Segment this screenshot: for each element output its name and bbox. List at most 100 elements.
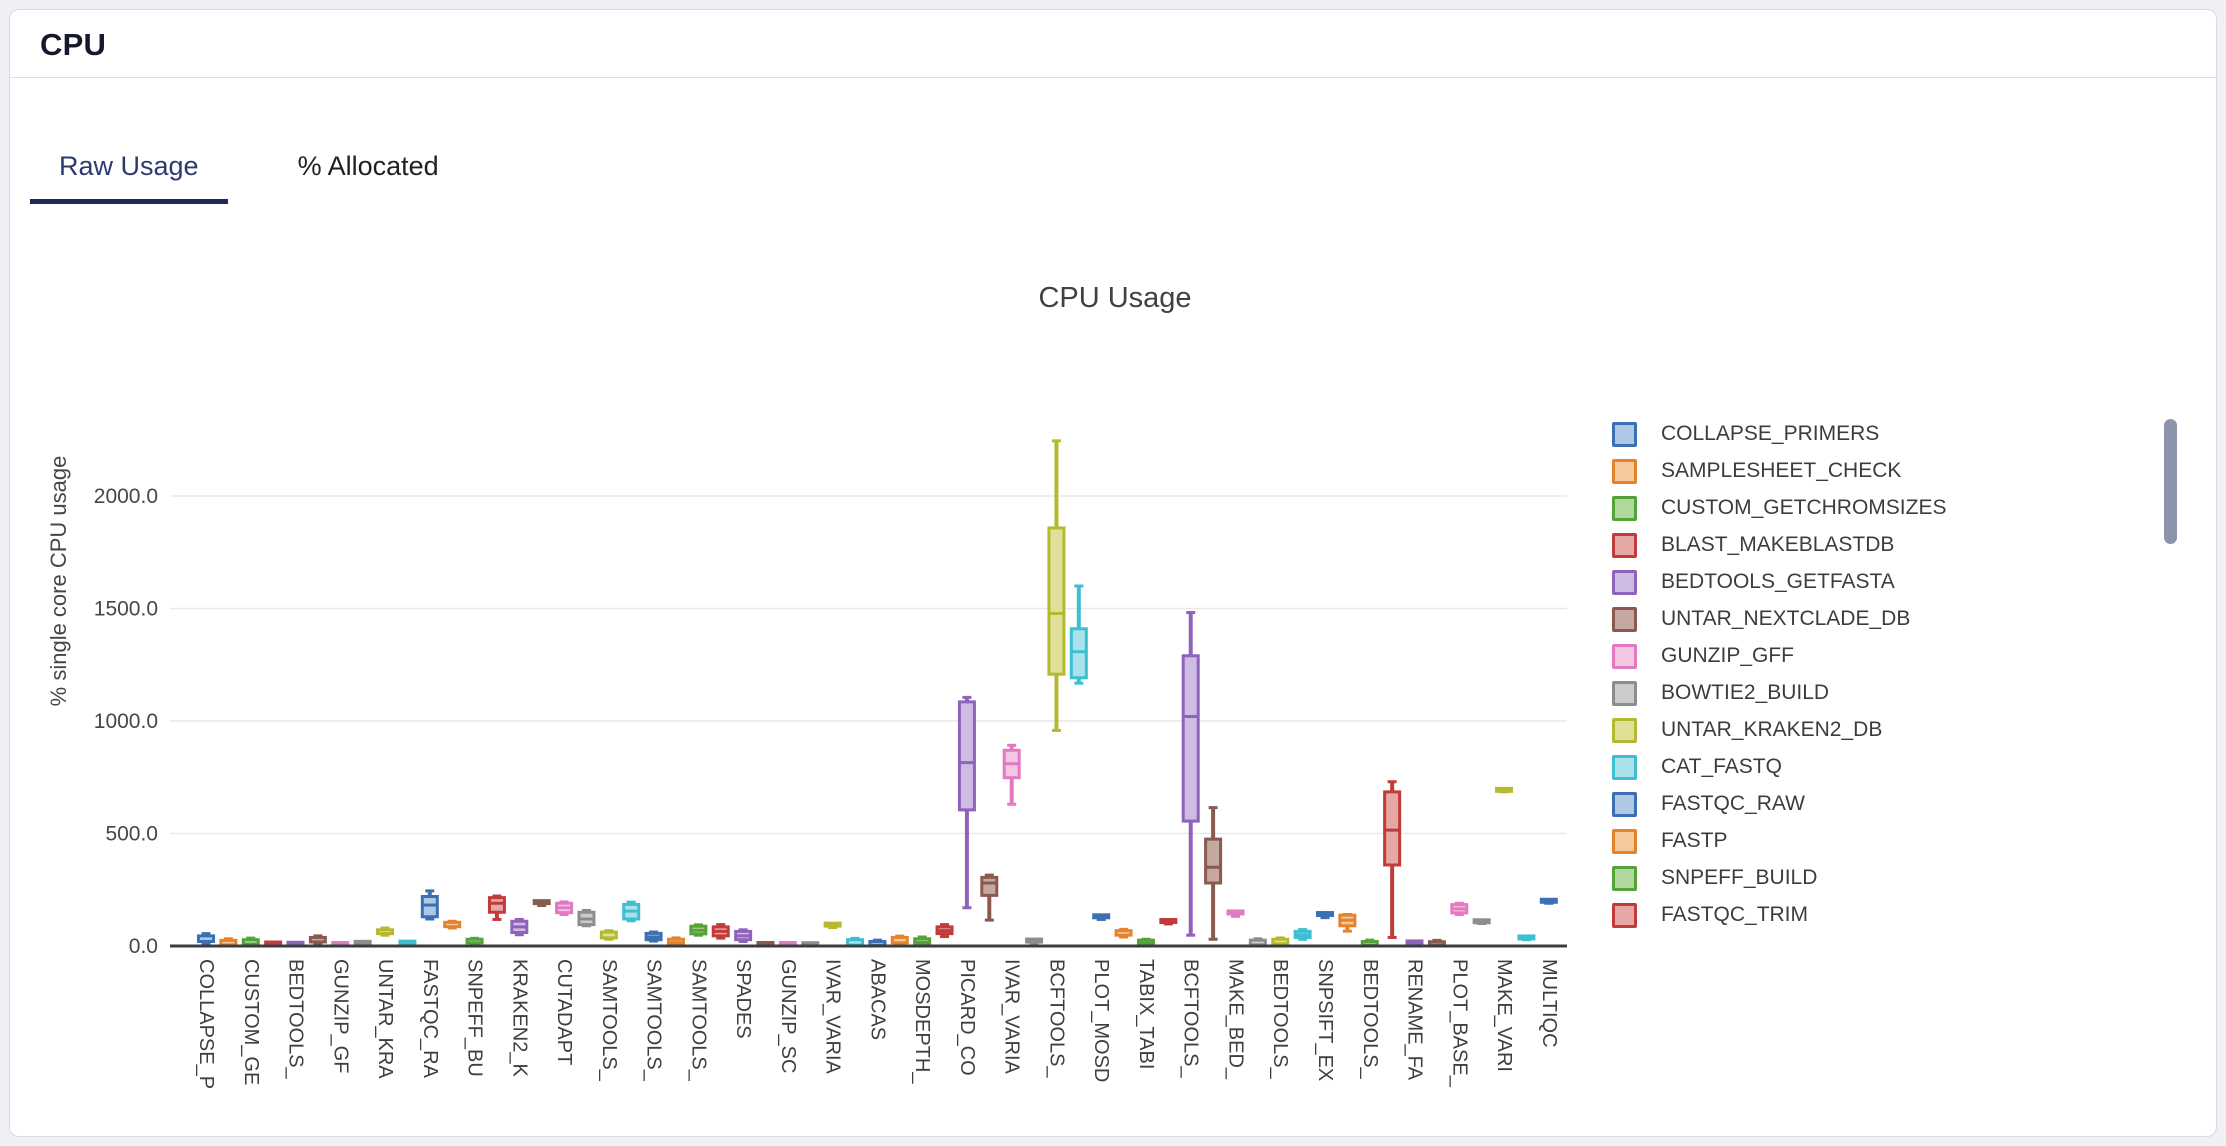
legend-item-label: FASTQC_RAW <box>1661 792 1805 815</box>
box-glyph[interactable] <box>1495 786 1514 794</box>
legend-item-custom_getchromsizes[interactable]: CUSTOM_GETCHROMSIZES <box>1612 495 1946 521</box>
box-glyph[interactable] <box>1047 439 1066 732</box>
box-glyph[interactable] <box>1025 937 1044 946</box>
box-glyph[interactable] <box>1181 611 1200 937</box>
box-glyph[interactable] <box>241 936 260 948</box>
x-axis-tick-labels: COLLAPSE_P CUSTOM_GE BEDTOOLS_ GUNZIP_GF UNT… <box>195 959 1560 1089</box>
box-glyph[interactable] <box>510 917 529 937</box>
box-glyph[interactable] <box>1226 909 1245 918</box>
x-tick-label: BEDTOOLS_ <box>1269 959 1291 1080</box>
box-glyph[interactable] <box>197 932 215 946</box>
x-tick-label: MAKE_VARI <box>1493 959 1515 1072</box>
legend-color-swatch <box>1612 680 1637 706</box>
legend-item-bowtie2_build[interactable]: BOWTIE2_BUILD <box>1612 680 1946 706</box>
x-tick-label: SNPSIFT_EX <box>1314 959 1336 1081</box>
legend-item-label: FASTQC_TRIM <box>1661 903 1809 926</box>
box-glyph[interactable] <box>1271 936 1290 947</box>
legend-color-swatch <box>1612 865 1637 891</box>
legend-item-label: UNTAR_KRAKEN2_DB <box>1661 718 1883 741</box>
box-glyph[interactable] <box>980 873 999 922</box>
box-glyph[interactable] <box>1338 913 1357 933</box>
x-tick-label: SAMTOOLS_ <box>598 959 620 1082</box>
box-glyph[interactable] <box>420 889 439 921</box>
box-glyph[interactable] <box>555 900 574 916</box>
legend-item-cat_fastq[interactable]: CAT_FASTQ <box>1612 754 1946 780</box>
box-glyph[interactable] <box>1204 806 1223 941</box>
box-glyph[interactable] <box>308 934 327 945</box>
legend-color-swatch <box>1612 754 1637 780</box>
box-glyph[interactable] <box>711 923 730 940</box>
box-glyph[interactable] <box>823 921 842 930</box>
y-tick-label: 500.0 <box>105 823 158 846</box>
legend-item-label: GUNZIP_GFF <box>1661 644 1795 667</box>
box-glyph[interactable] <box>1472 918 1491 925</box>
tab-raw-usage[interactable]: Raw Usage <box>30 141 228 204</box>
legend-item-untar_kraken2_db[interactable]: UNTAR_KRAKEN2_DB <box>1612 717 1946 743</box>
x-tick-label: CUTADAPT <box>553 959 575 1065</box>
cpu-metrics-card: CPU Raw Usage % Allocated 0.0 500.0 1000.0… <box>9 9 2217 1137</box>
box-glyph[interactable] <box>1539 897 1558 905</box>
x-tick-label: SPADES <box>732 959 754 1039</box>
legend-color-swatch <box>1612 902 1637 928</box>
legend-item-blast_makeblastdb[interactable]: BLAST_MAKEBLASTDB <box>1612 532 1946 558</box>
legend-color-swatch <box>1612 717 1637 743</box>
box-glyph[interactable] <box>487 894 506 921</box>
box-glyph[interactable] <box>1002 743 1021 806</box>
box-glyph[interactable] <box>1383 780 1402 939</box>
legend-item-untar_nextclade_db[interactable]: UNTAR_NEXTCLADE_DB <box>1612 606 1946 632</box>
x-tick-label: GUNZIP_SC <box>777 959 799 1073</box>
box-glyph[interactable] <box>1092 913 1111 921</box>
chart-legend: COLLAPSE_PRIMERS SAMPLESHEET_CHECK CUSTOM_… <box>1612 421 1946 928</box>
x-tick-label: MAKE_BED_ <box>1224 959 1246 1080</box>
y-tick-label: 1500.0 <box>94 598 158 621</box>
box-glyph[interactable] <box>689 923 708 937</box>
legend-item-label: CUSTOM_GETCHROMSIZES <box>1661 496 1947 519</box>
box-glyph[interactable] <box>890 934 909 946</box>
box-glyph[interactable] <box>1517 934 1536 942</box>
box-glyph[interactable] <box>1316 911 1334 920</box>
box-glyph[interactable] <box>644 930 663 943</box>
legend-color-swatch <box>1612 458 1637 484</box>
box-glyph[interactable] <box>532 899 551 907</box>
x-tick-label: SAMTOOLS_ <box>643 959 665 1082</box>
box-glyph[interactable] <box>1450 901 1469 916</box>
box-glyph[interactable] <box>465 936 484 946</box>
tab-percent-allocated[interactable]: % Allocated <box>297 151 439 181</box>
legend-item-label: BOWTIE2_BUILD <box>1661 681 1830 704</box>
box-glyph[interactable] <box>957 695 976 910</box>
legend-item-snpeff_build[interactable]: SNPEFF_BUILD <box>1612 865 1946 891</box>
legend-item-fastp[interactable]: FASTP <box>1612 828 1946 854</box>
legend-item-collapse_primers[interactable]: COLLAPSE_PRIMERS <box>1612 421 1946 447</box>
box-glyph[interactable] <box>1293 928 1312 941</box>
box-plot-series <box>197 439 1558 948</box>
legend-item-bedtools_getfasta[interactable]: BEDTOOLS_GETFASTA <box>1612 569 1946 595</box>
box-glyph[interactable] <box>1114 927 1133 939</box>
box-glyph[interactable] <box>599 929 618 941</box>
box-glyph[interactable] <box>734 928 753 943</box>
legend-item-fastqc_raw[interactable]: FASTQC_RAW <box>1612 791 1946 817</box>
legend-item-label: SAMPLESHEET_CHECK <box>1661 459 1902 482</box>
x-tick-label: FASTQC_RA <box>419 959 441 1079</box>
legend-item-label: BLAST_MAKEBLASTDB <box>1661 533 1895 556</box>
legend-item-samplesheet_check[interactable]: SAMPLESHEET_CHECK <box>1612 458 1946 484</box>
box-glyph[interactable] <box>1159 918 1178 926</box>
legend-item-fastqc_trim[interactable]: FASTQC_TRIM <box>1612 902 1946 928</box>
page-title: CPU <box>40 27 107 62</box>
legend-scrollbar-thumb[interactable] <box>2164 419 2177 544</box>
y-tick-label: 1000.0 <box>94 710 158 733</box>
x-tick-label: PLOT_MOSD <box>1090 959 1112 1082</box>
legend-item-label: COLLAPSE_PRIMERS <box>1661 422 1880 445</box>
box-glyph[interactable] <box>622 900 641 923</box>
box-glyph[interactable] <box>577 908 596 928</box>
legend-item-gunzip_gff[interactable]: GUNZIP_GFF <box>1612 643 1946 669</box>
legend-color-swatch <box>1612 828 1637 854</box>
box-glyph[interactable] <box>1136 937 1155 946</box>
box-glyph[interactable] <box>1069 584 1088 685</box>
box-glyph[interactable] <box>376 926 395 937</box>
tab-bar: Raw Usage % Allocated <box>30 141 468 204</box>
legend-item-label: BEDTOOLS_GETFASTA <box>1661 570 1895 593</box>
box-glyph[interactable] <box>935 923 954 939</box>
x-tick-label: CUSTOM_GE <box>240 959 262 1085</box>
box-glyph[interactable] <box>443 919 462 930</box>
x-tick-label: COLLAPSE_P <box>195 959 217 1089</box>
